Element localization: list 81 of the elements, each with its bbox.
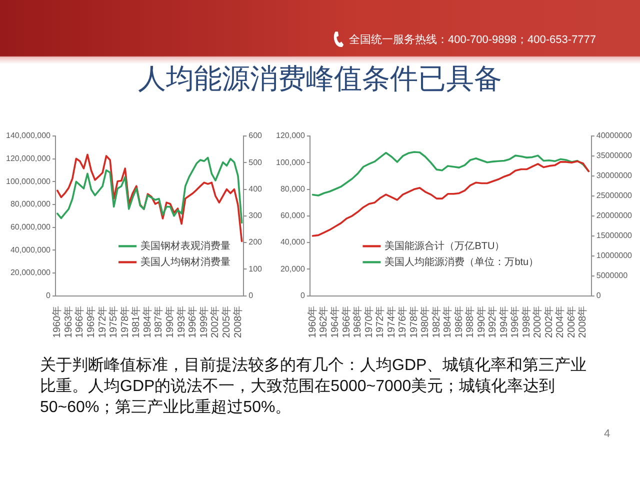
y-tick-label: 120,000: [276, 131, 306, 140]
y2-tick-label: 25000000: [596, 191, 633, 200]
x-tick-label: 1987年: [152, 306, 165, 338]
y-tick-label: 60,000: [280, 211, 306, 220]
legend-label: 美国人均钢材消费量: [140, 256, 230, 268]
x-tick-label: 1998年: [520, 306, 532, 338]
x-tick-label: 2005年: [220, 306, 232, 338]
y-tick-label: 100,000,000: [6, 176, 52, 186]
y-tick-label: 140,000,000: [6, 131, 52, 140]
y2-tick-label: 40000000: [596, 131, 633, 140]
x-tick-label: 1968年: [352, 306, 364, 338]
x-tick-label: 1999年: [198, 306, 210, 338]
x-tick-label: 1990年: [164, 306, 176, 338]
y-tick-label: 120,000,000: [6, 154, 52, 164]
x-tick-label: 1978年: [118, 306, 131, 338]
x-tick-label: 1966年: [74, 306, 86, 338]
x-tick-label: 1964年: [329, 306, 341, 338]
x-tick-label: 1963年: [62, 306, 74, 338]
y2-tick-label: 15000000: [596, 231, 633, 240]
y2-tick-label: 0: [248, 290, 254, 300]
y-tick-label: 20,000: [280, 264, 306, 274]
legend-label: 美国能源合计（万亿BTU）: [384, 240, 505, 252]
x-tick-label: 1984年: [141, 306, 154, 338]
y-tick-label: 40,000: [280, 238, 306, 247]
x-tick-label: 1969年: [84, 306, 97, 338]
y-tick-label: 0: [300, 290, 306, 300]
x-tick-label: 1978年: [408, 306, 420, 338]
y2-tick-label: 400: [248, 184, 263, 194]
x-tick-label: 1974年: [385, 306, 398, 338]
legend-label: 美国人均能源消费（单位：万btu）: [384, 256, 539, 268]
x-tick-label: 1972年: [374, 306, 386, 338]
x-tick-label: 2004年: [554, 306, 566, 338]
x-tick-label: 1962年: [318, 306, 330, 338]
y-tick-label: 80,000: [280, 184, 306, 194]
y2-tick-label: 200: [248, 238, 263, 247]
x-tick-label: 1975年: [108, 306, 120, 338]
x-tick-label: 1988年: [464, 306, 476, 338]
y2-tick-label: 20000000: [596, 211, 633, 220]
y2-tick-label: 300: [248, 211, 263, 220]
y2-tick-label: 10000000: [596, 251, 633, 260]
x-tick-label: 1994年: [498, 306, 510, 338]
x-tick-label: 1980年: [419, 306, 432, 338]
text: 人均能源消费峰值条件已具备: [138, 62, 502, 96]
x-tick-label: 1960年: [51, 306, 64, 338]
x-tick-label: 1972年: [96, 306, 108, 338]
x-tick-label: 2008年: [232, 306, 244, 338]
x-tick-label: 2008年: [576, 306, 589, 338]
x-tick-label: 1996年: [509, 306, 522, 338]
x-tick-label: 1992年: [486, 306, 499, 338]
x-tick-label: 1966年: [340, 306, 352, 338]
y-tick-label: 60,000,000: [10, 222, 52, 232]
text: 关于判断峰值标准，目前提法较多的有几个：人均GDP、城镇化率和第三产业比重。人均GDP的说法不一，大致范围在5000~7000美元；城镇化率达到50~60%；第三产业比重超过50%。: [40, 356, 588, 418]
text: 4: [604, 428, 610, 441]
y2-tick-label: 5000000: [596, 270, 628, 280]
x-tick-label: 1996年: [186, 306, 199, 338]
x-tick-label: 1993年: [175, 306, 188, 338]
x-tick-label: 1990年: [475, 306, 488, 338]
x-tick-label: 1986年: [452, 306, 465, 338]
x-tick-label: 2002年: [542, 306, 555, 338]
y2-tick-label: 30000000: [596, 171, 633, 180]
y-tick-label: 20,000,000: [10, 268, 52, 278]
x-tick-label: 1981年: [130, 306, 142, 338]
y-tick-label: 100,000: [276, 158, 306, 167]
text: 全国统一服务热线：400-700-9898；400-653-7777: [349, 33, 596, 47]
y-tick-label: 0: [46, 290, 52, 300]
x-tick-label: 1976年: [396, 306, 409, 338]
y-tick-label: 80,000,000: [10, 200, 52, 209]
x-tick-label: 1984年: [442, 306, 454, 338]
y2-tick-label: 100: [248, 264, 263, 274]
y-tick-label: 40,000,000: [10, 245, 52, 254]
x-tick-label: 1970年: [362, 306, 375, 338]
x-tick-label: 2006年: [565, 306, 578, 338]
x-tick-label: 2002年: [209, 306, 222, 338]
legend-label: 美国钢材表观消费量: [140, 240, 230, 252]
y2-tick-label: 0: [596, 290, 602, 300]
x-tick-label: 1960年: [306, 306, 318, 338]
x-tick-label: 1982年: [430, 306, 442, 338]
y2-tick-label: 500: [248, 158, 263, 167]
y2-tick-label: 600: [248, 131, 263, 140]
x-tick-label: 2000年: [532, 306, 544, 338]
y2-tick-label: 35000000: [596, 151, 633, 160]
